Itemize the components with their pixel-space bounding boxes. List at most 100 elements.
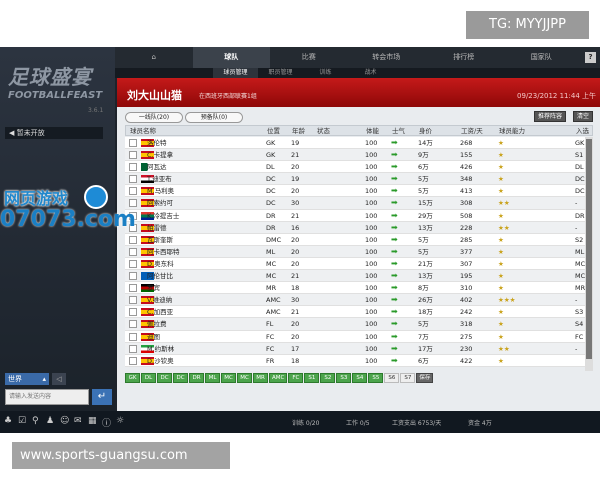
nav-match[interactable]: 比赛 <box>301 53 316 61</box>
formation-slot[interactable]: S4 <box>352 373 368 383</box>
select-checkbox[interactable] <box>129 296 137 305</box>
table-row[interactable]: 阿卡西耶特 ML 20 100 5万 377 ML ➡ ★ <box>125 245 585 258</box>
info-icon[interactable]: ⓘ <box>102 419 112 429</box>
select-checkbox[interactable] <box>129 175 137 184</box>
select-checkbox[interactable] <box>129 259 137 268</box>
select-checkbox[interactable] <box>129 344 137 353</box>
chat-input[interactable] <box>5 389 89 405</box>
subnav-tactics[interactable]: 战术 <box>364 69 377 76</box>
table-row[interactable]: 瓦斯奎斯 DMC 20 100 5万 285 S2 ➡ ★ <box>125 233 585 246</box>
formation-slot[interactable]: AMC <box>269 373 288 383</box>
people-icon[interactable]: ♟ <box>46 416 55 426</box>
nav-national[interactable]: 国家队 <box>530 53 552 61</box>
table-row[interactable]: 洛伦特 GK 19 100 14万 268 GK ➡ ★ <box>125 137 585 150</box>
scrollbar-thumb[interactable] <box>586 139 592 359</box>
formation-slot-empty[interactable]: S6 <box>384 373 400 383</box>
formation-slot[interactable]: MC <box>221 373 236 383</box>
column-header[interactable]: 位置 <box>267 127 280 135</box>
formation-slot[interactable]: DR <box>189 373 204 383</box>
select-checkbox[interactable] <box>129 211 137 220</box>
table-row[interactable]: 阿伦甘比 MC 21 100 13万 195 MC ➡ ★ <box>125 270 585 283</box>
recommend-lineup-button[interactable]: 推荐阵容 <box>534 111 567 122</box>
formation-slot[interactable]: S3 <box>336 373 352 383</box>
column-header[interactable]: 入选 <box>576 127 589 135</box>
caret-up-icon: ▴ <box>42 375 46 383</box>
column-header[interactable]: 身价 <box>419 127 432 135</box>
select-checkbox[interactable] <box>129 332 137 341</box>
table-row[interactable]: D.沙钦奥 FR 18 100 6万 422 ➡ ★ <box>125 354 585 367</box>
tab-first-team[interactable]: 一线队(20) <box>125 112 183 123</box>
scrollbar[interactable] <box>585 137 593 371</box>
table-row[interactable]: 佩拉费 FL 20 100 5万 318 S4 ➡ ★ <box>125 318 585 331</box>
table-row[interactable]: V.维迪纳 AMC 30 100 26万 402 - ➡ ★★★ <box>125 294 585 307</box>
formation-slot[interactable]: DC <box>173 373 188 383</box>
formation-slot-empty[interactable]: S7 <box>400 373 416 383</box>
formation-slot[interactable]: DL <box>141 373 156 383</box>
select-checkbox[interactable] <box>129 308 137 317</box>
select-checkbox[interactable] <box>129 163 137 172</box>
home-icon[interactable]: ⌂ <box>151 53 156 61</box>
select-checkbox[interactable] <box>129 235 137 244</box>
checklist-icon[interactable]: ☑ <box>18 416 27 426</box>
select-checkbox[interactable] <box>129 199 137 208</box>
clear-button[interactable]: 清空 <box>573 111 594 122</box>
table-row[interactable]: 帕雷德 DR 16 100 13万 228 - ➡ ★★ <box>125 221 585 234</box>
table-row[interactable]: M.马利奥 DC 20 100 5万 413 DC ➡ ★ <box>125 185 585 198</box>
table-row[interactable]: C.卡提拿 GK 21 100 9万 155 S1 ➡ ★ <box>125 149 585 162</box>
column-header[interactable]: 球员名称 <box>130 127 156 135</box>
subnav-players[interactable]: 球员管理 <box>213 68 258 78</box>
formation-slot[interactable]: ML <box>205 373 220 383</box>
bulb-icon[interactable]: ☼ <box>116 416 125 426</box>
tab-reserve[interactable]: 预备队(0) <box>185 112 243 123</box>
table-row[interactable]: 阿索约可 DC 30 100 15万 308 - ➡ ★★ <box>125 197 585 210</box>
sidebar-notice[interactable]: ◀ 暂未开放 <box>5 127 103 139</box>
nav-ranking[interactable]: 排行榜 <box>453 53 475 61</box>
table-row[interactable]: C.加西亚 AMC 21 100 18万 242 S3 ➡ ★ <box>125 306 585 319</box>
select-checkbox[interactable] <box>129 247 137 256</box>
save-formation-button[interactable]: 保存 <box>416 373 434 383</box>
send-button[interactable]: ↵ <box>92 389 112 405</box>
formation-slot[interactable]: FC <box>288 373 304 383</box>
help-button[interactable]: ? <box>585 52 596 63</box>
select-checkbox[interactable] <box>129 272 137 281</box>
formation-slot[interactable]: MR <box>253 373 268 383</box>
column-header[interactable]: 工资/天 <box>461 127 483 135</box>
table-row[interactable]: 阿瓦达 DL 20 100 6万 426 DL ➡ ★ <box>125 161 585 174</box>
column-header[interactable]: 体能 <box>366 127 379 135</box>
select-checkbox[interactable] <box>129 356 137 365</box>
mail-icon[interactable]: ✉ <box>74 416 82 426</box>
select-checkbox[interactable] <box>129 139 137 147</box>
select-checkbox[interactable] <box>129 284 137 293</box>
table-row[interactable]: M.约斯林 FC 17 100 17万 230 - ➡ ★★ <box>125 342 585 355</box>
formation-slot[interactable]: DC <box>157 373 172 383</box>
formation-slot[interactable]: MC <box>237 373 252 383</box>
column-header[interactable]: 球员能力 <box>499 127 525 135</box>
formation-slot[interactable]: S1 <box>304 373 320 383</box>
select-checkbox[interactable] <box>129 320 137 329</box>
calendar-icon[interactable]: ▦ <box>88 416 97 426</box>
search-icon[interactable]: ⚲ <box>32 416 39 426</box>
face-icon[interactable]: ☺ <box>60 416 70 426</box>
club-icon[interactable]: ♣ <box>4 416 13 426</box>
table-row[interactable]: T.迪亚布 DC 19 100 5万 348 DC ➡ ★ <box>125 173 585 186</box>
formation-slot[interactable]: GK <box>125 373 140 383</box>
subnav-training[interactable]: 训练 <box>319 69 332 76</box>
column-header[interactable]: 年龄 <box>292 127 305 135</box>
nav-transfer[interactable]: 转会市场 <box>372 53 401 61</box>
column-header[interactable]: 士气 <box>392 127 405 135</box>
morale-arrow-icon: ➡ <box>391 138 398 147</box>
table-row[interactable]: D.奥东科 MC 20 100 21万 307 MC ➡ ★ <box>125 257 585 271</box>
formation-slot[interactable]: S2 <box>320 373 336 383</box>
select-checkbox[interactable] <box>129 223 137 232</box>
chat-channel-select[interactable]: 世界 ▴ <box>5 373 49 385</box>
column-header[interactable]: 状态 <box>317 127 330 135</box>
table-row[interactable]: K.冷提吉士 DR 21 100 29万 508 DR ➡ ★ <box>125 209 585 222</box>
volume-icon[interactable]: ◁ <box>52 373 66 385</box>
subnav-staff[interactable]: 职员管理 <box>268 69 293 76</box>
nav-team[interactable]: 球队 <box>192 47 270 68</box>
table-row[interactable]: 罗宾 MR 18 100 8万 310 MR ➡ ★ <box>125 282 585 295</box>
formation-slot[interactable]: S5 <box>368 373 384 383</box>
table-row[interactable]: 迪图 FC 20 100 7万 275 FC ➡ ★ <box>125 330 585 343</box>
select-checkbox[interactable] <box>129 187 137 196</box>
select-checkbox[interactable] <box>129 151 137 160</box>
